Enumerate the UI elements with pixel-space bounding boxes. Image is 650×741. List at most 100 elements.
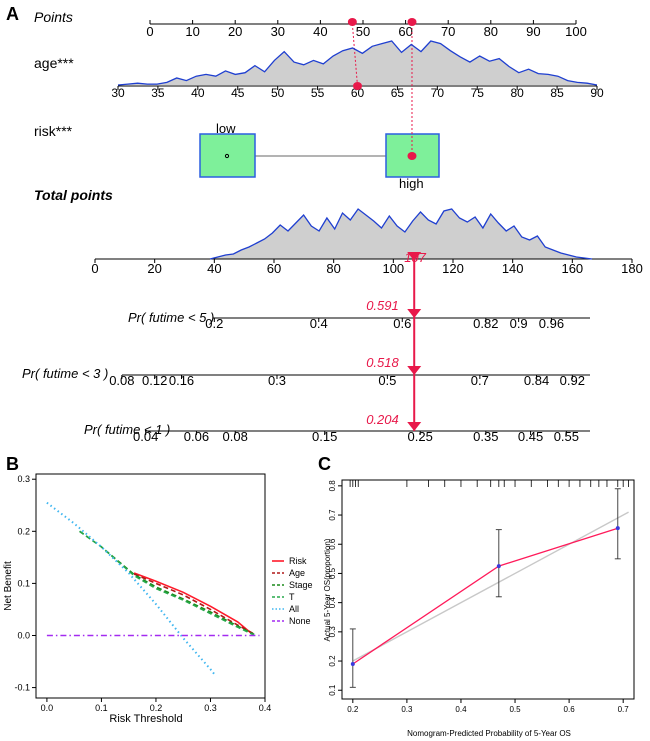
age-tick-label: 50 [271, 86, 285, 100]
prob-tick-label: 0.15 [312, 429, 337, 444]
c-ytick-label: 0.7 [328, 509, 337, 521]
total-points-row-label: Total points [34, 187, 113, 203]
b-xtick-label: 0.1 [95, 703, 108, 713]
points-tick-label: 80 [484, 24, 498, 39]
legend-label-stage: Stage [289, 580, 313, 590]
total-points-density-area [210, 209, 592, 259]
total-tick-label: 40 [207, 261, 221, 276]
prob-tick-label: 0.08 [109, 373, 134, 388]
b-xtick-label: 0.0 [41, 703, 54, 713]
prob-tick-label: 0.35 [473, 429, 498, 444]
calibration-point [615, 526, 620, 531]
risk-low-dot [224, 153, 230, 159]
age-tick-label: 65 [391, 86, 405, 100]
c-xtick-label: 0.2 [347, 705, 359, 714]
panel-c-letter: C [318, 454, 331, 474]
pr5-axis-ticks: 0.2 0.4 0.6 0.82 0.9 0.96 [205, 316, 564, 331]
risk-row-label: risk*** [34, 123, 73, 139]
prob-tick-label: 0.06 [184, 429, 209, 444]
prob-tick-label: 0.04 [133, 429, 158, 444]
b-xtick-label: 0.3 [204, 703, 217, 713]
legend-label-age: Age [289, 568, 305, 578]
pr1-value-label: 0.204 [366, 412, 399, 427]
b-xtick-label: 0.2 [150, 703, 163, 713]
risk-high-label: high [399, 176, 424, 191]
points-tick-label: 10 [185, 24, 199, 39]
prob-tick-label: 0.84 [524, 373, 549, 388]
panel-a-letter: A [6, 4, 19, 24]
panel-c-rug-ticks [349, 480, 629, 487]
panel-b-series-lines [46, 501, 260, 677]
points-tick-label: 70 [441, 24, 455, 39]
prob-tick-label: 0.96 [539, 316, 564, 331]
age-value-marker [353, 82, 362, 90]
prob-tick-label: 0.08 [223, 429, 248, 444]
risk-value-marker [407, 152, 417, 160]
c-ytick-label: 0.5 [328, 567, 337, 579]
age-tick-label: 55 [311, 86, 325, 100]
age-tick-label: 40 [191, 86, 205, 100]
age-tick-label: 35 [151, 86, 165, 100]
legend-label-risk: Risk [289, 556, 307, 566]
c-xtick-label: 0.5 [509, 705, 521, 714]
total-points-axis-ticks: 0 20 40 60 80 100 120 140 160 180 [91, 259, 643, 276]
points-tick-label: 100 [565, 24, 587, 39]
b-ytick-label: 0.3 [17, 474, 30, 484]
panel-b-plot-frame [35, 473, 266, 699]
risk-low-box [199, 133, 256, 178]
calibration-point [350, 661, 355, 666]
points-tick-label: 0 [146, 24, 153, 39]
pr3-value-label: 0.518 [366, 355, 399, 370]
panel-b-decision-curve: 0.0 0.1 0.2 0.3 0.4 -0.1 0.0 0.1 0.2 0.3 Risk Age S… [3, 473, 313, 725]
c-ytick-label: 0.6 [328, 538, 337, 550]
b-ytick-label: 0.1 [17, 578, 30, 588]
pr5-arrowhead [407, 309, 422, 318]
density-outline [117, 40, 598, 86]
age-tick-label: 45 [231, 86, 245, 100]
ideal-reference-line [352, 511, 629, 662]
prob-tick-label: 0.45 [518, 429, 543, 444]
age-points-marker [347, 18, 357, 26]
prob-tick-label: 0.5 [378, 373, 396, 388]
age-tick-label: 30 [111, 86, 125, 100]
points-tick-label: 40 [313, 24, 327, 39]
total-points-value-label: 107 [404, 250, 426, 265]
pr5-row-label: Pr( futime < 5 ) [128, 310, 214, 325]
points-row-label: Points [34, 9, 73, 25]
b-xtick-label: 0.4 [259, 703, 272, 713]
calibration-line [352, 527, 618, 665]
pr3-arrowhead [407, 366, 422, 375]
prob-tick-label: 0.82 [473, 316, 498, 331]
age-axis-ticks: 30 35 40 45 50 55 60 65 70 75 80 85 90 [111, 86, 604, 100]
panel-c-calibration: 0.2 0.3 0.4 0.5 0.6 0.7 0.1 0.2 0.3 0.4 0.5 0.6 0.7 0… [323, 479, 635, 738]
total-tick-label: 140 [502, 261, 524, 276]
points-tick-label: 90 [526, 24, 540, 39]
age-tick-label: 80 [510, 86, 524, 100]
total-points-arrowhead [407, 252, 422, 261]
total-tick-label: 80 [326, 261, 340, 276]
prob-tick-label: 0.2 [205, 316, 223, 331]
panel-b-letter: B [6, 454, 19, 474]
legend-label-all: All [289, 604, 299, 614]
calibration-point [496, 564, 501, 569]
pr3-row-label: Pr( futime < 3 ) [22, 366, 108, 381]
prob-tick-label: 0.16 [169, 373, 194, 388]
panel-b-ylabel: Net Benefit [3, 561, 14, 611]
c-ytick-label: 0.8 [328, 480, 337, 492]
b-ytick-label: 0.2 [17, 526, 30, 536]
total-tick-label: 20 [147, 261, 161, 276]
c-xtick-label: 0.7 [618, 705, 630, 714]
prob-tick-label: 0.92 [560, 373, 585, 388]
age-tick-label: 75 [471, 86, 485, 100]
points-tick-label: 60 [398, 24, 412, 39]
b-ytick-label: -0.1 [14, 683, 30, 693]
series-line-risk [133, 572, 252, 635]
age-tick-label: 70 [431, 86, 445, 100]
points-tick-label: 20 [228, 24, 242, 39]
panel-c-axis-ticks: 0.2 0.3 0.4 0.5 0.6 0.7 0.1 0.2 0.3 0.4 0.5 0.6 0.7 0… [328, 480, 629, 714]
c-ytick-label: 0.4 [328, 597, 337, 609]
panel-a-nomogram: Points age*** risk*** Total points Pr( f… [22, 9, 643, 444]
age-row-label: age*** [34, 55, 74, 71]
density-outline [209, 208, 593, 260]
b-ytick-label: 0.0 [17, 630, 30, 640]
